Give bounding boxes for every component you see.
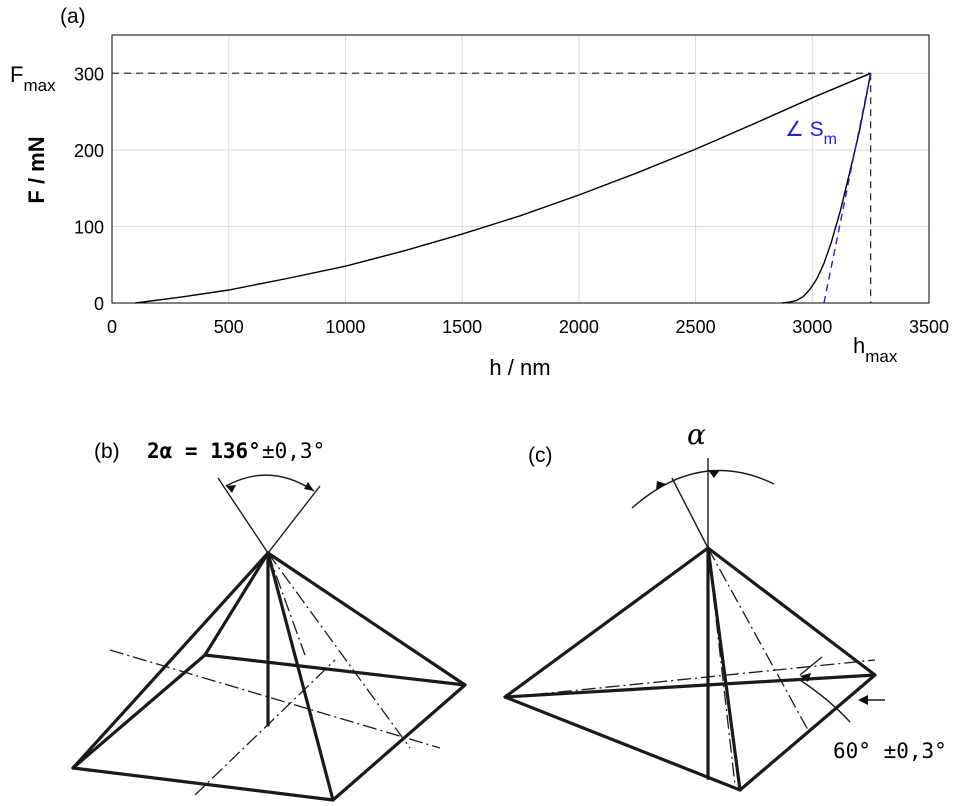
y-tick-label: 300 (74, 64, 104, 84)
fmax-sub: max (23, 76, 56, 95)
sm-label: ∠ Sm (785, 118, 837, 148)
slope-line (823, 73, 872, 304)
alpha-symbol: α (687, 418, 706, 451)
panel-c-label: (c) (528, 444, 553, 467)
series-group (135, 72, 872, 304)
y-tick-label: 0 (94, 294, 104, 314)
y-axis-label: F / mN (24, 136, 49, 203)
y-ticks: 0 100 200 300 (74, 64, 104, 314)
sm-sub: m (824, 131, 837, 148)
centerline-c-1 (509, 659, 876, 698)
x-tick-label: 1500 (442, 317, 482, 337)
diagram-b: (b) 2α = 136° ±0,3° (71, 439, 467, 802)
grid (111, 35, 930, 304)
edge-c-1 (503, 546, 710, 699)
arrow-60-right (858, 695, 868, 705)
chart-a: 0 500 1000 1500 2000 2500 3000 3500 0100200300 … (10, 34, 949, 380)
angle-line-left (217, 477, 269, 554)
y-tick-label: 200 (74, 141, 104, 161)
panel-b-label: (b) (94, 440, 120, 463)
tilted-ref-c (671, 477, 709, 549)
edge-b-1 (71, 551, 270, 770)
arrow-b-right (304, 482, 314, 491)
centerline-b-1 (109, 649, 441, 749)
edge-c-3 (706, 546, 742, 792)
centerline-c-2 (707, 547, 809, 731)
edge-b-3 (266, 551, 467, 687)
hmax-main: h (853, 333, 865, 358)
angle-60-arc (799, 679, 851, 723)
tolerance-b-label: ±0,3° (262, 439, 325, 463)
arrow-c-right (708, 470, 720, 478)
hidden-edge-c (707, 547, 736, 786)
angle-60-label: 60° ±0,3° (833, 739, 947, 763)
sm-main: ∠ S (785, 118, 824, 141)
diagram-c: (c) α 60° ±0,3° (503, 418, 947, 792)
angle-line-right (267, 485, 321, 554)
reference-lines (112, 72, 872, 303)
fmax-label: Fmax (10, 62, 56, 95)
angle-arc-c (631, 469, 775, 509)
edge-b-2 (266, 551, 335, 802)
edge-c-2 (706, 546, 877, 677)
x-ticks: 0 500 1000 1500 2000 2500 3000 3500 (107, 317, 949, 337)
x-tick-label: 1000 (325, 317, 365, 337)
x-tick-label: 500 (214, 317, 244, 337)
centerline-b-2 (194, 659, 336, 796)
angle-2alpha-label: 2α = 136° (147, 439, 261, 463)
x-axis-label: h / nm (489, 355, 550, 380)
hidden-edge-b-1 (267, 552, 411, 749)
panel-a-label: (a) (60, 5, 86, 28)
hmax-sub: max (865, 347, 898, 366)
x-tick-label: 3000 (792, 317, 832, 337)
arrow-c-left (656, 481, 666, 490)
arrow-b-left (226, 485, 236, 493)
loading-curve (135, 72, 871, 304)
y-tick-label: 100 (74, 217, 104, 237)
unloading-curve (781, 73, 872, 304)
x-tick-label: 3500 (909, 317, 949, 337)
fmax-main: F (10, 62, 23, 87)
arrow-60-top (800, 673, 811, 682)
pyramid-c-base (503, 673, 877, 792)
angle-arc-b (225, 474, 315, 492)
plot-frame (111, 34, 930, 304)
hidden-edge-b-2 (267, 552, 306, 656)
x-tick-label: 0 (107, 317, 117, 337)
x-tick-label: 2000 (559, 317, 599, 337)
x-tick-label: 2500 (676, 317, 716, 337)
hmax-label: hmax (853, 333, 898, 366)
angle-60-leader-top (799, 656, 823, 676)
edge-b-4 (203, 551, 270, 657)
